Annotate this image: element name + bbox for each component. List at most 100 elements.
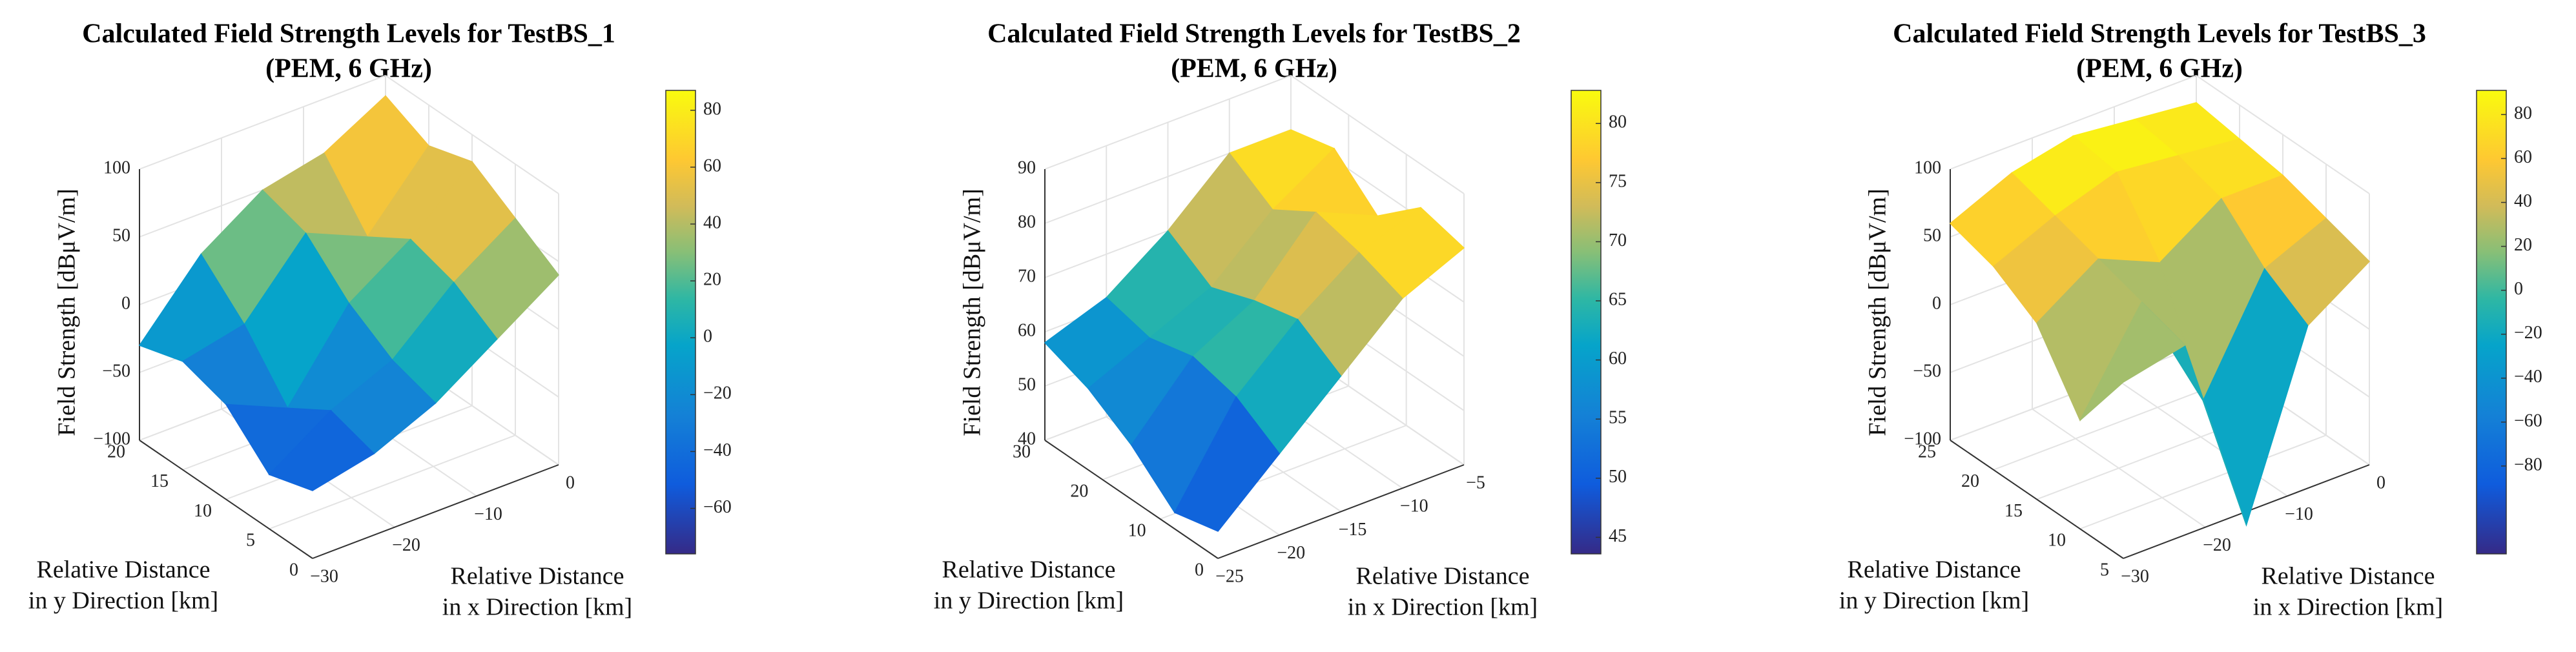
y-tick-label: 25 bbox=[1918, 442, 1936, 462]
colorbar bbox=[2476, 90, 2507, 555]
x-tick-label: −10 bbox=[2285, 504, 2313, 524]
y-tick-label: 20 bbox=[107, 442, 125, 462]
x-tick-label: −25 bbox=[1215, 566, 1244, 586]
grid-line bbox=[1044, 75, 1292, 170]
colorbar-tick-label: 45 bbox=[1609, 526, 1627, 546]
colorbar-tick-label: −40 bbox=[703, 440, 732, 460]
colorbar-tick-label: −20 bbox=[2514, 323, 2542, 343]
y-axis bbox=[139, 440, 313, 559]
y-tick-label: 20 bbox=[1961, 471, 1979, 491]
grid-line bbox=[2196, 75, 2370, 194]
z-tick-label: 50 bbox=[112, 225, 130, 245]
y-axis-label: in y Direction [km] bbox=[1839, 587, 2029, 615]
colorbar-tick-label: 60 bbox=[703, 156, 721, 176]
x-axis-label: Relative Distance bbox=[2261, 563, 2435, 590]
colorbar-tick-label: 80 bbox=[1609, 112, 1627, 132]
z-tick-label: −100 bbox=[1904, 429, 1941, 449]
chart-title: Calculated Field Strength Levels for Tes… bbox=[987, 19, 1521, 49]
surface-patch bbox=[268, 409, 375, 491]
chart-title: Calculated Field Strength Levels for Tes… bbox=[1893, 19, 2426, 49]
colorbar-tick-label: 70 bbox=[1609, 230, 1627, 250]
surface-patch bbox=[1173, 396, 1281, 532]
colorbar-tick-label: −40 bbox=[2514, 367, 2542, 387]
z-tick-label: −100 bbox=[93, 429, 130, 449]
z-tick-label: 0 bbox=[1932, 293, 1941, 313]
grid-line bbox=[1290, 75, 1465, 194]
z-axis-label: Field Strength [dBμV/m] bbox=[54, 188, 81, 436]
x-tick-label: −20 bbox=[1277, 543, 1305, 563]
colorbar-tick-label: −80 bbox=[2514, 454, 2542, 474]
x-tick-label: −5 bbox=[1466, 473, 1485, 493]
z-axis-label: Field Strength [dBμV/m] bbox=[1864, 188, 1891, 436]
y-axis-label: Relative Distance bbox=[942, 556, 1115, 584]
colorbar-tick-label: 0 bbox=[2514, 279, 2523, 299]
y-tick-label: 0 bbox=[289, 560, 298, 580]
x-tick-label: −15 bbox=[1339, 520, 1367, 540]
colorbar-tick-label: 60 bbox=[1609, 349, 1627, 369]
z-tick-label: −50 bbox=[1913, 361, 1941, 381]
y-tick-label: 30 bbox=[1013, 442, 1031, 462]
grid-line bbox=[385, 75, 559, 194]
chart-title: (PEM, 6 GHz) bbox=[265, 54, 432, 84]
x-axis bbox=[1217, 464, 1465, 559]
x-axis-label: in x Direction [km] bbox=[2253, 594, 2443, 621]
colorbar-tick-label: −60 bbox=[703, 497, 732, 517]
colorbar-tick-label: 50 bbox=[1609, 467, 1627, 487]
y-tick-label: 10 bbox=[2048, 531, 2066, 551]
colorbar bbox=[1571, 90, 1602, 555]
x-tick-label: 0 bbox=[566, 473, 575, 493]
x-tick-label: −10 bbox=[474, 504, 502, 524]
grid-line bbox=[139, 75, 386, 170]
z-tick-label: 60 bbox=[1018, 320, 1036, 340]
colorbar-tick-label: 20 bbox=[703, 270, 721, 290]
colorbar-tick-label: 80 bbox=[703, 99, 721, 119]
z-tick-label: 0 bbox=[121, 293, 130, 313]
x-tick-label: −20 bbox=[2203, 535, 2231, 555]
z-tick-label: 50 bbox=[1018, 374, 1036, 394]
y-axis-label: Relative Distance bbox=[36, 556, 210, 584]
z-axis-label: Field Strength [dBμV/m] bbox=[959, 188, 986, 436]
x-tick-label: −30 bbox=[310, 566, 338, 586]
y-tick-label: 5 bbox=[246, 531, 255, 551]
chart-title: (PEM, 6 GHz) bbox=[1171, 54, 1337, 84]
z-tick-label: 100 bbox=[103, 158, 130, 178]
y-axis bbox=[1044, 440, 1219, 559]
x-tick-label: −20 bbox=[392, 535, 420, 555]
x-tick-label: −30 bbox=[2121, 566, 2149, 586]
y-tick-label: 10 bbox=[194, 501, 212, 521]
y-tick-label: 15 bbox=[150, 471, 169, 491]
y-tick-label: 15 bbox=[2004, 501, 2023, 521]
colorbar bbox=[665, 90, 696, 555]
z-tick-label: 40 bbox=[1018, 429, 1036, 449]
grid-line bbox=[2079, 434, 2327, 530]
z-tick-label: 100 bbox=[1914, 158, 1941, 178]
z-tick-label: 70 bbox=[1018, 266, 1036, 286]
x-axis bbox=[312, 464, 559, 559]
y-axis-label: in y Direction [km] bbox=[28, 587, 218, 615]
z-tick-label: −50 bbox=[102, 361, 130, 381]
y-axis-label: in y Direction [km] bbox=[934, 587, 1124, 615]
surface-patch bbox=[2079, 301, 2186, 421]
chart-title: Calculated Field Strength Levels for Tes… bbox=[82, 19, 615, 49]
z-tick-label: 80 bbox=[1018, 212, 1036, 232]
colorbar-tick-label: −20 bbox=[703, 383, 732, 403]
x-tick-label: 0 bbox=[2376, 473, 2385, 493]
y-tick-label: 5 bbox=[2100, 560, 2109, 580]
z-tick-label: 50 bbox=[1923, 225, 1941, 245]
y-axis bbox=[1950, 440, 2124, 559]
colorbar-tick-label: 55 bbox=[1609, 408, 1627, 428]
x-axis-label: Relative Distance bbox=[1355, 563, 1529, 590]
colorbar-tick-label: 40 bbox=[703, 212, 721, 232]
y-tick-label: 20 bbox=[1070, 481, 1088, 501]
colorbar-tick-label: 65 bbox=[1609, 289, 1627, 309]
chart-title: (PEM, 6 GHz) bbox=[2076, 54, 2243, 84]
y-axis-label: Relative Distance bbox=[1847, 556, 2021, 584]
grid-line bbox=[269, 434, 516, 530]
y-tick-label: 0 bbox=[1195, 560, 1204, 580]
z-tick-label: 90 bbox=[1018, 158, 1036, 178]
x-axis-label: in x Direction [km] bbox=[1348, 594, 1538, 621]
x-axis-label: Relative Distance bbox=[450, 563, 624, 590]
x-axis-label: in x Direction [km] bbox=[442, 594, 632, 621]
colorbar-tick-label: 80 bbox=[2514, 103, 2532, 123]
